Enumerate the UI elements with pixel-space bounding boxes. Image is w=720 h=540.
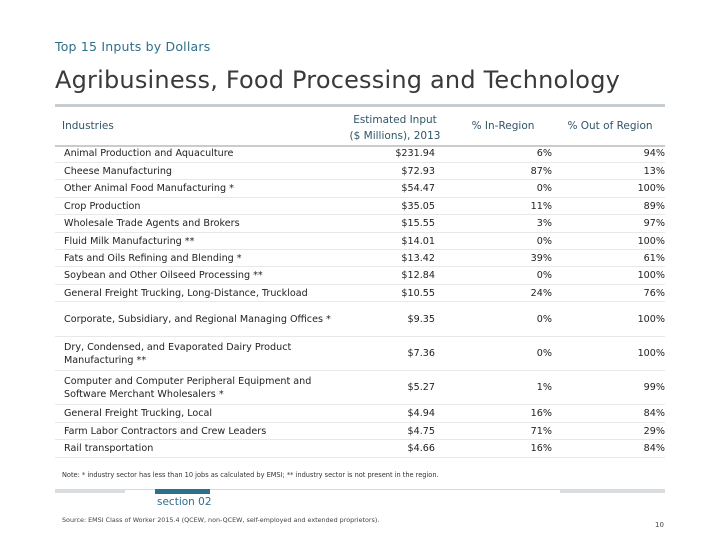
in-region-value: 87% (530, 165, 552, 177)
out-region-value: 100% (637, 270, 665, 281)
section-marker-bar (155, 489, 210, 494)
in-region-value: 1% (536, 382, 552, 393)
estimated-input-value: $12.84 (401, 270, 435, 281)
out-region-value: 61% (643, 252, 665, 264)
industry-name: Other Animal Food Manufacturing * (64, 183, 234, 194)
table-row: Wholesale Trade Agents and Brokers $15.5… (55, 215, 665, 233)
in-region-value: 24% (530, 287, 552, 299)
industry-name: Farm Labor Contractors and Crew Leaders (64, 425, 267, 437)
out-region-value: 100% (637, 235, 665, 247)
table-row: Soybean and Other Oilseed Processing ** … (55, 267, 665, 285)
estimated-input-value: $4.75 (407, 425, 435, 437)
estimated-input-value: $9.35 (407, 313, 435, 325)
out-region-value: 99% (643, 382, 665, 393)
in-region-value: 0% (536, 270, 552, 281)
column-header-out-of-region: % Out of Region (567, 120, 653, 132)
out-region-value: 100% (637, 183, 665, 194)
estimated-input-value: $10.55 (401, 287, 435, 299)
in-region-value: 3% (536, 218, 552, 229)
industry-name: Corporate, Subsidiary, and Regional Mana… (64, 313, 331, 325)
data-table: Animal Production and Aquaculture $231.9… (55, 145, 665, 458)
in-region-value: 0% (536, 235, 552, 247)
industry-name: Dry, Condensed, and Evaporated Dairy Pro… (64, 341, 292, 366)
title-divider (55, 104, 665, 107)
estimated-input-value: $5.27 (407, 382, 435, 393)
column-header-in-region: % In-Region (471, 120, 535, 132)
in-region-value: 11% (530, 200, 552, 212)
in-region-value: 0% (536, 313, 552, 325)
source-citation: Source: EMSI Class of Worker 2015.4 (QCE… (62, 516, 380, 524)
estimated-input-value: $15.55 (401, 218, 435, 229)
out-region-value: 76% (643, 287, 665, 299)
table-footnote: Note: * industry sector has less than 10… (62, 471, 439, 479)
column-header-industries: Industries (62, 120, 114, 132)
industry-name: Cheese Manufacturing (64, 165, 173, 177)
estimated-input-value: $231.94 (395, 148, 435, 159)
industry-name: Crop Production (64, 200, 141, 212)
out-region-value: 84% (643, 443, 665, 454)
table-row: General Freight Trucking, Long-Distance,… (55, 285, 665, 302)
out-region-value: 84% (643, 408, 665, 419)
in-region-value: 16% (530, 408, 552, 419)
industry-name: General Freight Trucking, Long-Distance,… (64, 287, 308, 299)
in-region-value: 71% (530, 425, 552, 437)
estimated-input-value: $7.36 (407, 348, 435, 359)
page-kicker: Top 15 Inputs by Dollars (55, 39, 211, 54)
industry-name: Wholesale Trade Agents and Brokers (64, 218, 240, 229)
out-region-value: 97% (643, 218, 665, 229)
industry-name: Animal Production and Aquaculture (64, 148, 234, 159)
page-number: 10 (655, 521, 664, 529)
out-region-value: 94% (643, 148, 665, 159)
out-region-value: 100% (637, 313, 665, 325)
table-row: Farm Labor Contractors and Crew Leaders … (55, 423, 665, 440)
page-title: Agribusiness, Food Processing and Techno… (55, 66, 621, 94)
table-row: Other Animal Food Manufacturing * $54.47… (55, 180, 665, 198)
table-row: Crop Production $35.05 11% 89% (55, 198, 665, 215)
table-row: Computer and Computer Peripheral Equipme… (55, 371, 665, 405)
industry-name: Rail transportation (64, 443, 154, 454)
in-region-value: 39% (530, 252, 552, 264)
table-row: Rail transportation $4.66 16% 84% (55, 440, 665, 458)
in-region-value: 16% (530, 443, 552, 454)
column-header-estimated-line2: ($ Millions), 2013 (349, 130, 441, 142)
industry-name: Fluid Milk Manufacturing ** (64, 235, 195, 247)
footer-bar-left (55, 489, 125, 493)
industry-name: Soybean and Other Oilseed Processing ** (64, 270, 263, 281)
out-region-value: 100% (637, 348, 665, 359)
table-row: Dry, Condensed, and Evaporated Dairy Pro… (55, 337, 665, 371)
footer-bar-right (560, 489, 665, 493)
column-header-estimated-input: Estimated Input ($ Millions), 2013 (330, 112, 460, 144)
estimated-input-value: $35.05 (401, 200, 435, 212)
estimated-input-value: $72.93 (401, 165, 435, 177)
estimated-input-value: $54.47 (401, 183, 435, 194)
in-region-value: 0% (536, 348, 552, 359)
column-header-estimated-line1: Estimated Input (353, 114, 437, 126)
industry-name: Fats and Oils Refining and Blending * (64, 252, 242, 264)
table-row: Fats and Oils Refining and Blending * $1… (55, 250, 665, 267)
estimated-input-value: $4.66 (407, 443, 435, 454)
estimated-input-value: $13.42 (401, 252, 435, 264)
table-row: Corporate, Subsidiary, and Regional Mana… (55, 302, 665, 337)
out-region-value: 89% (643, 200, 665, 212)
industry-name: General Freight Trucking, Local (64, 408, 213, 419)
out-region-value: 13% (643, 165, 665, 177)
in-region-value: 6% (536, 148, 552, 159)
industry-name: Computer and Computer Peripheral Equipme… (64, 375, 312, 400)
header-divider (55, 145, 665, 147)
estimated-input-value: $4.94 (407, 408, 435, 419)
section-label: section 02 (157, 496, 212, 508)
footer-divider (55, 489, 665, 490)
out-region-value: 29% (643, 425, 665, 437)
estimated-input-value: $14.01 (401, 235, 435, 247)
table-row: Cheese Manufacturing $72.93 87% 13% (55, 163, 665, 180)
table-row: Fluid Milk Manufacturing ** $14.01 0% 10… (55, 233, 665, 250)
table-row: Animal Production and Aquaculture $231.9… (55, 145, 665, 163)
in-region-value: 0% (536, 183, 552, 194)
table-row: General Freight Trucking, Local $4.94 16… (55, 405, 665, 423)
